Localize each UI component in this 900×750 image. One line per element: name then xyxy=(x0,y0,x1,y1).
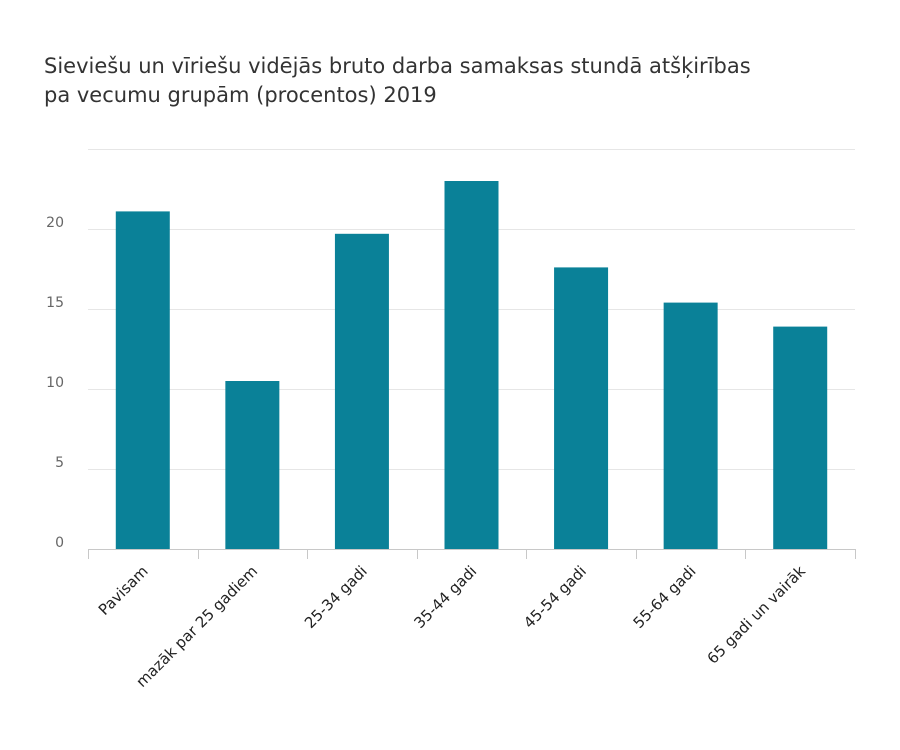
x-category-label: 35-44 gadi xyxy=(410,562,480,632)
y-tick-label: 0 xyxy=(55,535,64,551)
x-axis xyxy=(88,549,856,559)
bar xyxy=(773,326,828,549)
chart-title: Sieviešu un vīriešu vidējās bruto darba … xyxy=(44,54,751,107)
bar xyxy=(334,233,389,550)
bar xyxy=(444,181,499,549)
x-category-label: 45-54 gadi xyxy=(520,562,590,632)
x-category-label: 25-34 gadi xyxy=(301,562,371,632)
bar xyxy=(663,302,718,549)
bars xyxy=(115,181,828,550)
y-axis-ticks: 0 5 10 15 20 xyxy=(46,215,64,551)
x-category-label: 65 gadi un vairāk xyxy=(704,562,810,668)
y-tick-label: 15 xyxy=(46,295,64,311)
bar xyxy=(225,381,280,549)
x-category-label: mazāk par 25 gadiem xyxy=(132,562,261,691)
y-tick-label: 20 xyxy=(46,215,64,231)
bar xyxy=(115,211,170,549)
x-category-label: 55-64 gadi xyxy=(630,562,700,632)
bar xyxy=(554,267,609,549)
x-category-label: Pavisam xyxy=(95,562,152,619)
y-tick-label: 5 xyxy=(55,455,64,471)
y-tick-label: 10 xyxy=(46,375,64,391)
